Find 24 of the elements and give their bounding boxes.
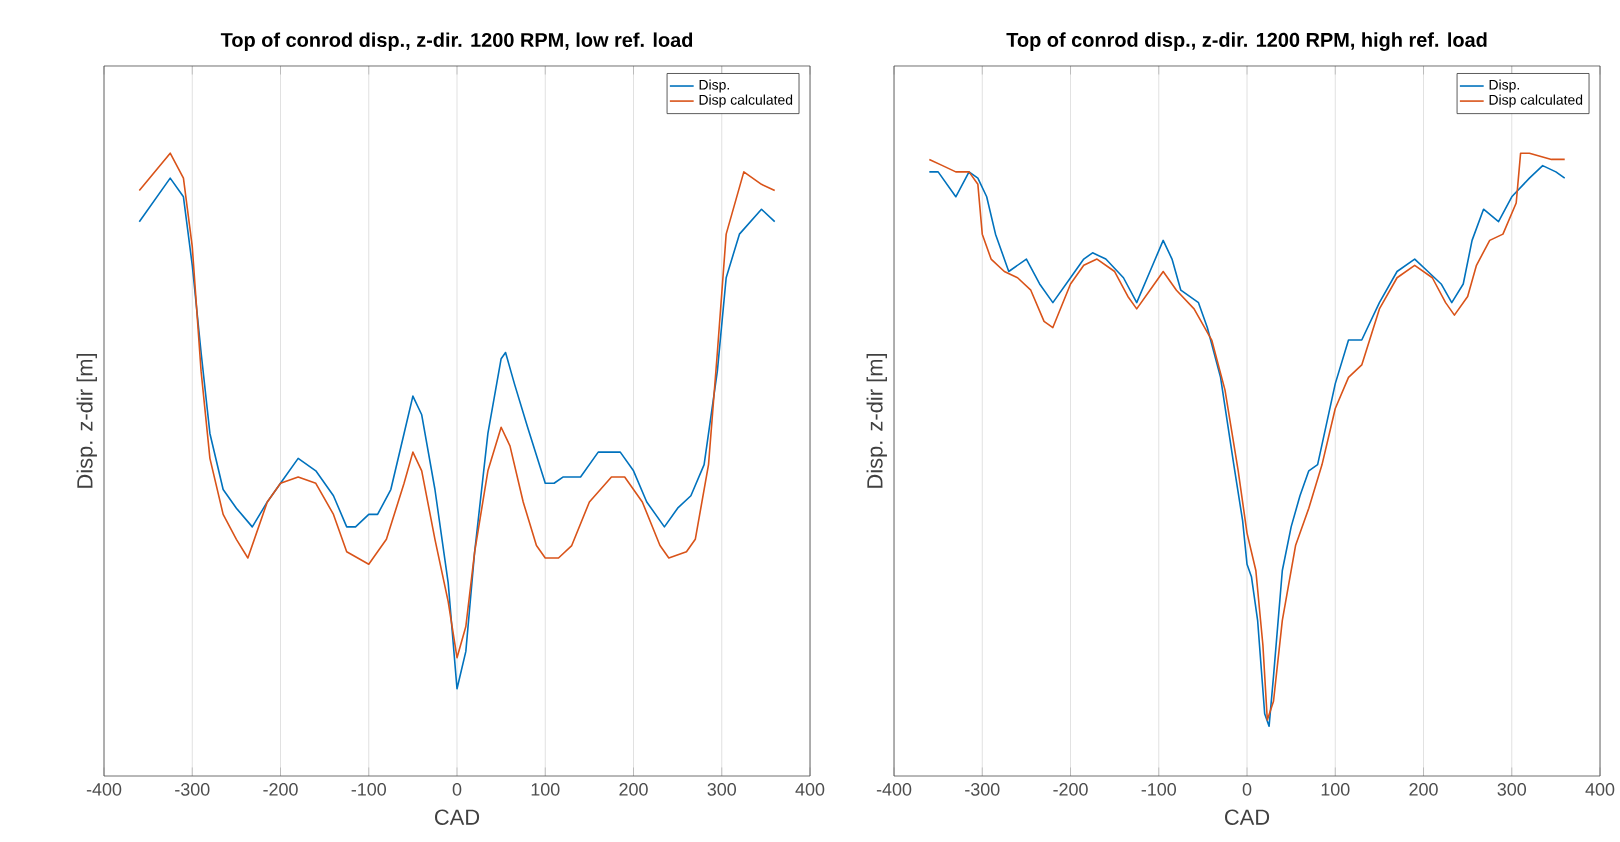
- x-tick-label: 100: [531, 783, 560, 796]
- x-axis-title: CAD: [1225, 809, 1270, 825]
- x-tick-label: 0: [1242, 783, 1252, 796]
- x-tick-label: -400: [876, 783, 912, 796]
- chart-title: Top of conrod disp., z-dir. 1200 RPM, low ref. load: [220, 32, 693, 51]
- x-axis-title: CAD: [435, 809, 480, 825]
- x-tick-label: -300: [965, 783, 1000, 796]
- x-tick-label: 400: [1585, 783, 1615, 796]
- x-tick-label: -400: [86, 783, 122, 796]
- x-tick-label: -200: [1053, 783, 1088, 796]
- x-tick-label: -300: [175, 783, 210, 796]
- x-tick-label: 300: [1497, 783, 1527, 796]
- x-tick-label: 300: [707, 783, 737, 796]
- x-tick-label: 0: [452, 783, 462, 796]
- x-tick-label: -100: [1141, 783, 1177, 796]
- x-tick-label: -100: [351, 783, 387, 796]
- y-axis-title: Disp. z-dir [m]: [76, 353, 97, 488]
- x-tick-label: -200: [263, 783, 298, 796]
- x-tick-label: 400: [795, 783, 825, 796]
- y-axis-title: Disp. z-dir [m]: [866, 353, 887, 488]
- x-tick-label: 200: [1409, 783, 1438, 796]
- x-tick-label: 100: [1321, 783, 1350, 796]
- x-tick-label: 200: [619, 783, 648, 796]
- chart-title: Top of conrod disp., z-dir. 1200 RPM, high ref. load: [1006, 32, 1487, 51]
